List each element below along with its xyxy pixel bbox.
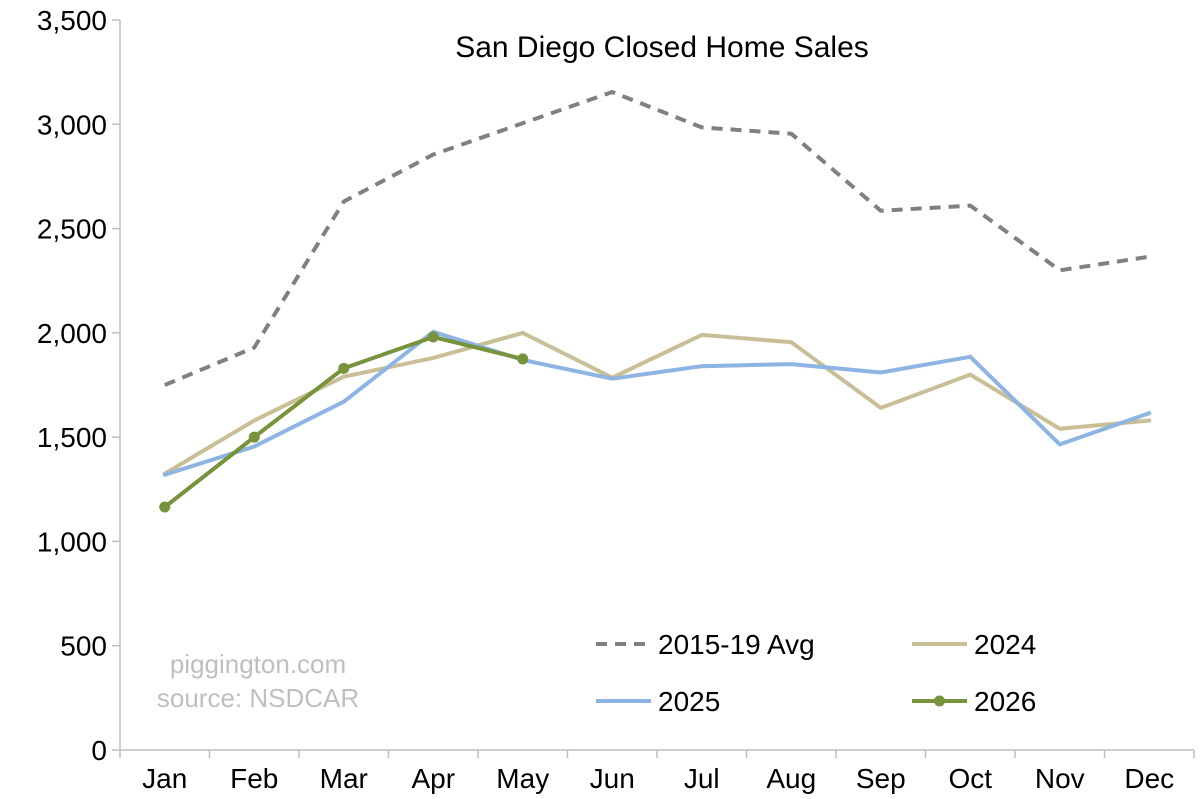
y-tick-label: 2,500 [37,214,107,245]
watermark-source: source: NSDCAR [157,683,359,713]
legend-item-2015-19-avg: 2015-19 Avg [596,629,815,660]
x-tick-label: Nov [1035,763,1085,794]
y-tick-label: 2,000 [37,318,107,349]
series-line-2015-19-avg [164,90,1150,387]
x-tick-label: Oct [948,763,992,794]
x-tick-label: Apr [411,763,455,794]
data-point-2026 [159,501,171,513]
y-tick-label: 3,000 [37,109,107,140]
y-tick-label: 1,500 [37,422,107,453]
legend-label: 2025 [658,686,720,717]
y-axis-ticks: 0 500 1,000 1,500 2,000 2,500 3,000 3,500 [37,5,120,766]
y-tick-label: 3,500 [37,5,107,36]
x-tick-label: Jul [684,763,720,794]
x-tick-label: Aug [766,763,816,794]
watermark-site: piggington.com [170,649,346,679]
legend-item-2026: 2026 [912,686,1036,717]
legend-label: 2026 [974,686,1036,717]
x-tick-label: May [496,763,549,794]
x-tick-label: Jun [590,763,635,794]
legend: 2015-19 Avg 2024 2025 2026 [596,629,1036,717]
x-tick-label: Dec [1124,763,1174,794]
y-tick-label: 0 [91,735,107,766]
series-lines [159,90,1152,513]
legend-item-2025: 2025 [596,686,720,717]
source-annotation: piggington.com source: NSDCAR [157,649,359,713]
y-tick-label: 500 [60,631,107,662]
series-line-2024 [162,330,1152,476]
data-point-2026 [517,353,529,365]
legend-marker [934,695,945,707]
legend-label: 2024 [974,629,1036,660]
legend-item-2024: 2024 [912,629,1036,660]
data-point-2026 [338,362,350,374]
y-tick-label: 1,000 [37,526,107,557]
data-point-2026 [248,431,260,443]
x-tick-label: Jan [142,763,187,794]
x-tick-label: Mar [320,763,368,794]
data-point-2026 [427,331,439,343]
x-tick-label: Feb [230,763,278,794]
legend-label: 2015-19 Avg [658,629,815,660]
x-axis-ticks: Jan Feb Mar Apr May Jun Jul Aug Sep Oct Nov Dec [119,750,1195,794]
x-tick-label: Sep [856,763,906,794]
series-line-2025 [162,329,1152,477]
chart-title: San Diego Closed Home Sales [455,31,869,64]
